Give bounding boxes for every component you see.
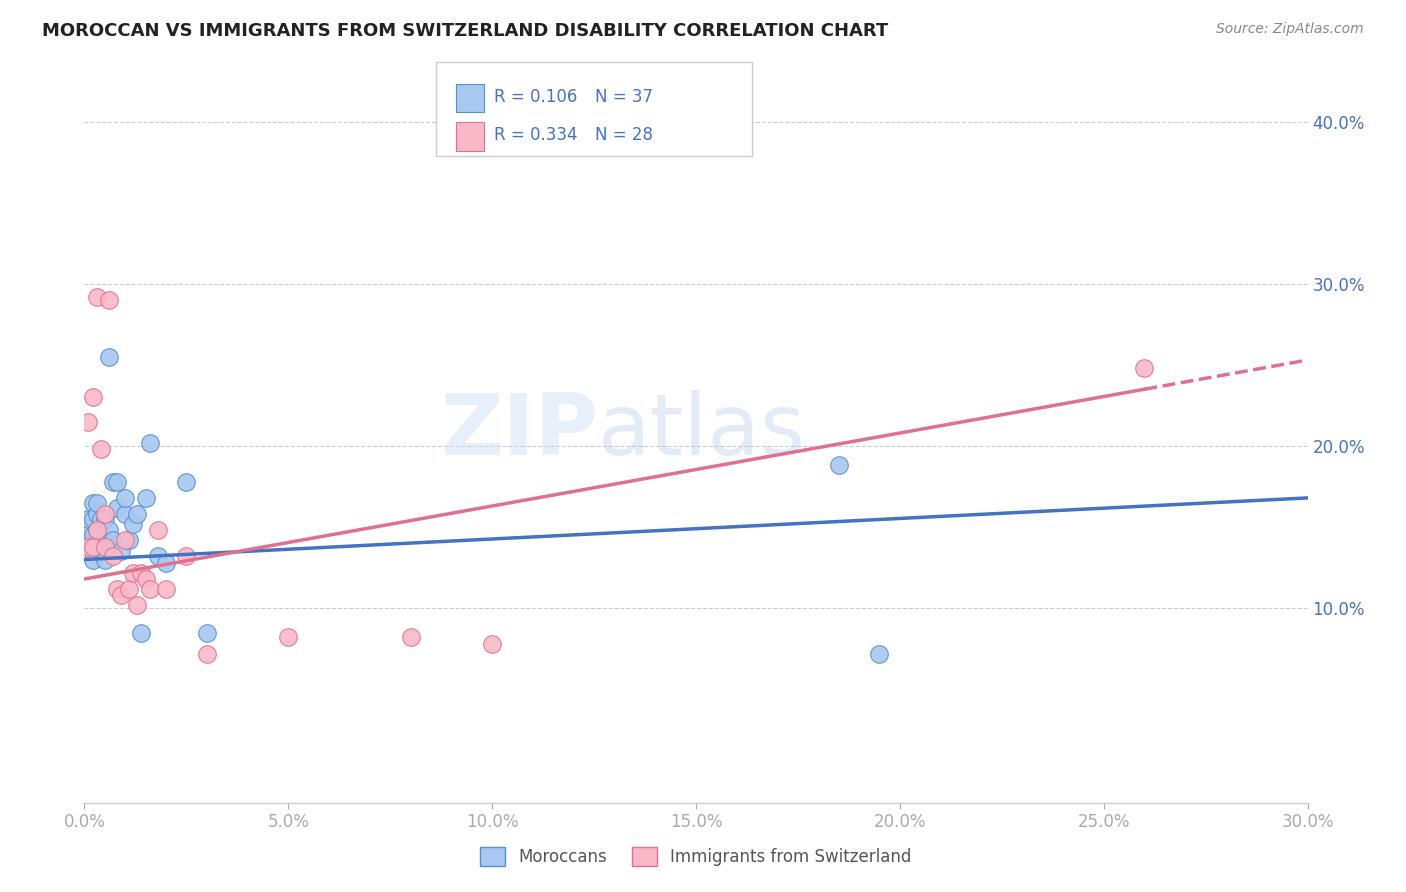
- Point: [869, 647, 891, 661]
- Point: [174, 549, 197, 564]
- Point: [155, 582, 177, 596]
- Point: [146, 524, 169, 538]
- Point: [114, 491, 136, 505]
- Legend: Moroccans, Immigrants from Switzerland: Moroccans, Immigrants from Switzerland: [474, 840, 918, 873]
- Text: N = 28: N = 28: [595, 127, 652, 145]
- Point: [82, 528, 104, 542]
- Point: [277, 631, 299, 645]
- Point: [146, 549, 169, 564]
- Point: [174, 475, 197, 489]
- Point: [135, 572, 157, 586]
- Point: [101, 549, 124, 564]
- Point: [93, 507, 115, 521]
- Point: [82, 496, 104, 510]
- Point: [77, 536, 100, 550]
- Point: [93, 512, 115, 526]
- Point: [1133, 361, 1156, 376]
- Point: [114, 533, 136, 547]
- Point: [122, 516, 145, 531]
- Point: [77, 512, 100, 526]
- Point: [77, 415, 100, 429]
- Point: [82, 512, 104, 526]
- Point: [86, 496, 108, 510]
- Text: ZIP: ZIP: [440, 390, 598, 474]
- Point: [138, 582, 160, 596]
- Point: [86, 507, 108, 521]
- Text: MOROCCAN VS IMMIGRANTS FROM SWITZERLAND DISABILITY CORRELATION CHART: MOROCCAN VS IMMIGRANTS FROM SWITZERLAND …: [42, 22, 889, 40]
- Point: [131, 625, 153, 640]
- Point: [195, 625, 218, 640]
- Point: [105, 500, 128, 515]
- Point: [138, 435, 160, 450]
- Text: R = 0.334: R = 0.334: [494, 127, 576, 145]
- Point: [114, 507, 136, 521]
- Point: [481, 637, 503, 651]
- Point: [86, 540, 108, 554]
- Text: Source: ZipAtlas.com: Source: ZipAtlas.com: [1216, 22, 1364, 37]
- Point: [110, 544, 132, 558]
- Point: [118, 533, 141, 547]
- Point: [93, 540, 115, 554]
- Point: [90, 536, 112, 550]
- Point: [97, 524, 120, 538]
- Text: N = 37: N = 37: [595, 88, 652, 106]
- Point: [86, 290, 108, 304]
- Point: [82, 390, 104, 404]
- Point: [86, 524, 108, 538]
- Point: [97, 293, 120, 307]
- Text: R = 0.106: R = 0.106: [494, 88, 576, 106]
- Point: [101, 533, 124, 547]
- Point: [828, 458, 851, 473]
- Point: [93, 533, 115, 547]
- Point: [97, 350, 120, 364]
- Point: [127, 507, 149, 521]
- Point: [135, 491, 157, 505]
- Point: [90, 512, 112, 526]
- Point: [77, 520, 100, 534]
- Point: [82, 552, 104, 566]
- Point: [118, 582, 141, 596]
- Point: [399, 631, 422, 645]
- Point: [86, 524, 108, 538]
- Point: [122, 566, 145, 580]
- Point: [93, 552, 115, 566]
- Point: [90, 442, 112, 457]
- Point: [127, 598, 149, 612]
- Point: [101, 475, 124, 489]
- Text: atlas: atlas: [598, 390, 806, 474]
- Point: [105, 475, 128, 489]
- Point: [77, 540, 100, 554]
- Point: [82, 540, 104, 554]
- Point: [131, 566, 153, 580]
- Point: [110, 588, 132, 602]
- Point: [195, 647, 218, 661]
- Point: [155, 556, 177, 570]
- Point: [105, 582, 128, 596]
